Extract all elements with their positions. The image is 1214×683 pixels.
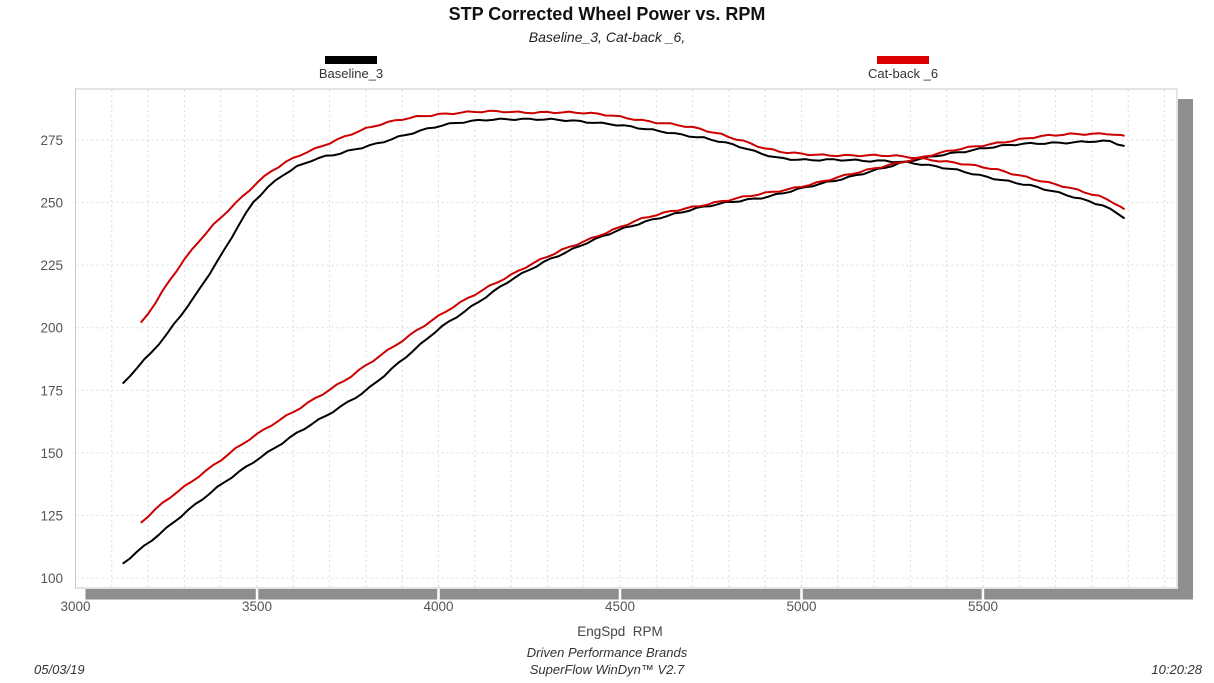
plot-shadow-bottom <box>85 589 1193 600</box>
y-tick-label: 175 <box>40 383 63 398</box>
x-axis-label: EngSpd RPM <box>577 624 663 639</box>
tick-labels: 100 125 150 175 200 225 250 275 3000 3500 4000 4500… <box>40 133 998 614</box>
x-major-tick-gap <box>618 588 622 600</box>
y-tick-label: 200 <box>40 321 63 336</box>
legend-item-catback: Cat-back _6 <box>843 56 963 81</box>
x-major-tick-gap <box>981 588 985 600</box>
footer-time: 10:20:28 <box>1151 662 1202 677</box>
footer-date: 05/03/19 <box>34 662 85 677</box>
plot-frame <box>75 88 1178 589</box>
legend-swatch-catback <box>877 56 929 64</box>
dyno-curves <box>121 109 1126 565</box>
y-tick-label: 250 <box>40 196 63 211</box>
curve-baseline3-lower <box>122 139 1125 565</box>
y-tick-label: 275 <box>40 133 63 148</box>
footer-software-version: SuperFlow WinDyn™ V2.7 <box>529 662 685 677</box>
x-tick-label: 4500 <box>605 599 635 614</box>
x-major-tick-gap <box>255 588 259 600</box>
y-tick-label: 125 <box>40 508 63 523</box>
plot-shadow-right <box>1178 99 1193 599</box>
x-tick-label: 3000 <box>60 599 90 614</box>
x-tick-label: 4000 <box>423 599 453 614</box>
x-tick-label: 5000 <box>786 599 816 614</box>
footer-company: Driven Performance Brands <box>526 645 688 660</box>
grid-lines <box>76 90 1176 587</box>
x-major-tick-gap <box>800 588 803 600</box>
chart-title: STP Corrected Wheel Power vs. RPM <box>448 4 766 24</box>
legend-swatch-baseline <box>325 56 377 64</box>
x-tick-label: 3500 <box>242 599 272 614</box>
x-major-tick-gap <box>437 588 440 600</box>
curve-baseline3-upper <box>121 117 1126 385</box>
x-tick-label: 5500 <box>968 599 998 614</box>
legend-label-baseline: Baseline_3 <box>318 66 384 81</box>
curve-catback6-upper <box>140 109 1126 324</box>
y-tick-label: 150 <box>40 446 63 461</box>
curve-catback6-lower <box>140 132 1125 524</box>
legend-label-catback: Cat-back _6 <box>867 66 939 81</box>
legend-item-baseline: Baseline_3 <box>291 56 411 81</box>
y-tick-label: 100 <box>40 571 63 586</box>
chart-subtitle: Baseline_3, Cat-back _6, <box>528 29 686 45</box>
y-tick-label: 225 <box>40 258 63 273</box>
